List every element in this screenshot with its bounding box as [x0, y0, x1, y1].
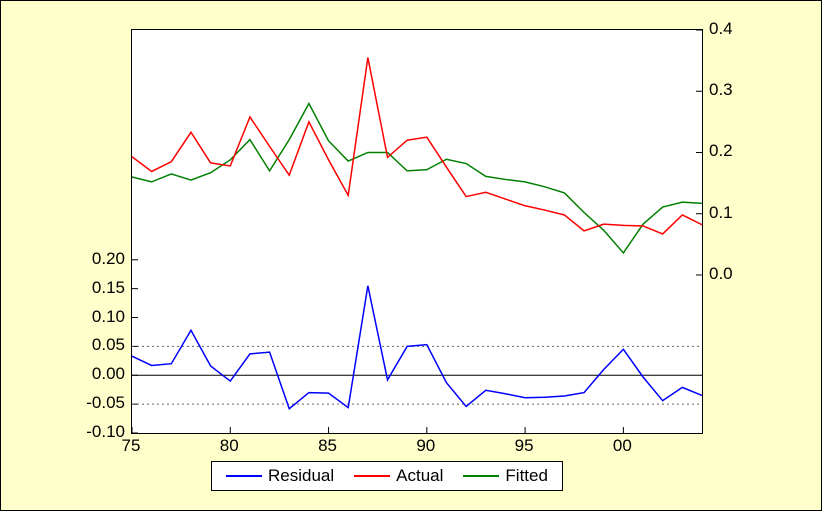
- legend-item: Actual: [354, 466, 443, 486]
- axis-tick-label: 0.2: [709, 141, 733, 161]
- axis-tick-label: -0.05: [69, 393, 125, 413]
- axis-tick-label: 00: [602, 436, 642, 456]
- axis-tick-label: 0.0: [709, 264, 733, 284]
- axis-tick-label: 0.3: [709, 80, 733, 100]
- legend-item: Fitted: [463, 466, 548, 486]
- legend-label: Residual: [268, 466, 334, 486]
- legend-swatch: [354, 475, 390, 477]
- legend-item: Residual: [226, 466, 334, 486]
- axis-tick-label: 0.4: [709, 19, 733, 39]
- axis-tick-label: 0.15: [69, 278, 125, 298]
- plot-area: [131, 29, 703, 434]
- legend-swatch: [226, 475, 262, 477]
- axis-tick-label: 0.1: [709, 203, 733, 223]
- axis-tick-label: 0.10: [69, 307, 125, 327]
- legend: Residual Actual Fitted: [211, 461, 563, 491]
- axis-tick-label: 85: [308, 436, 348, 456]
- axis-tick-label: 90: [406, 436, 446, 456]
- axis-tick-label: 0.20: [69, 249, 125, 269]
- figure-container: ResidualActualFitted 758085909500-0.10-0…: [0, 0, 822, 511]
- axis-tick-label: 0.00: [69, 364, 125, 384]
- legend-swatch: [463, 475, 499, 477]
- plot-svg: [132, 30, 702, 433]
- axis-tick-label: -0.10: [69, 422, 125, 442]
- axis-tick-label: 80: [209, 436, 249, 456]
- legend-label: Fitted: [505, 466, 548, 486]
- axis-tick-label: 0.05: [69, 335, 125, 355]
- legend-label: Actual: [396, 466, 443, 486]
- axis-tick-label: 95: [504, 436, 544, 456]
